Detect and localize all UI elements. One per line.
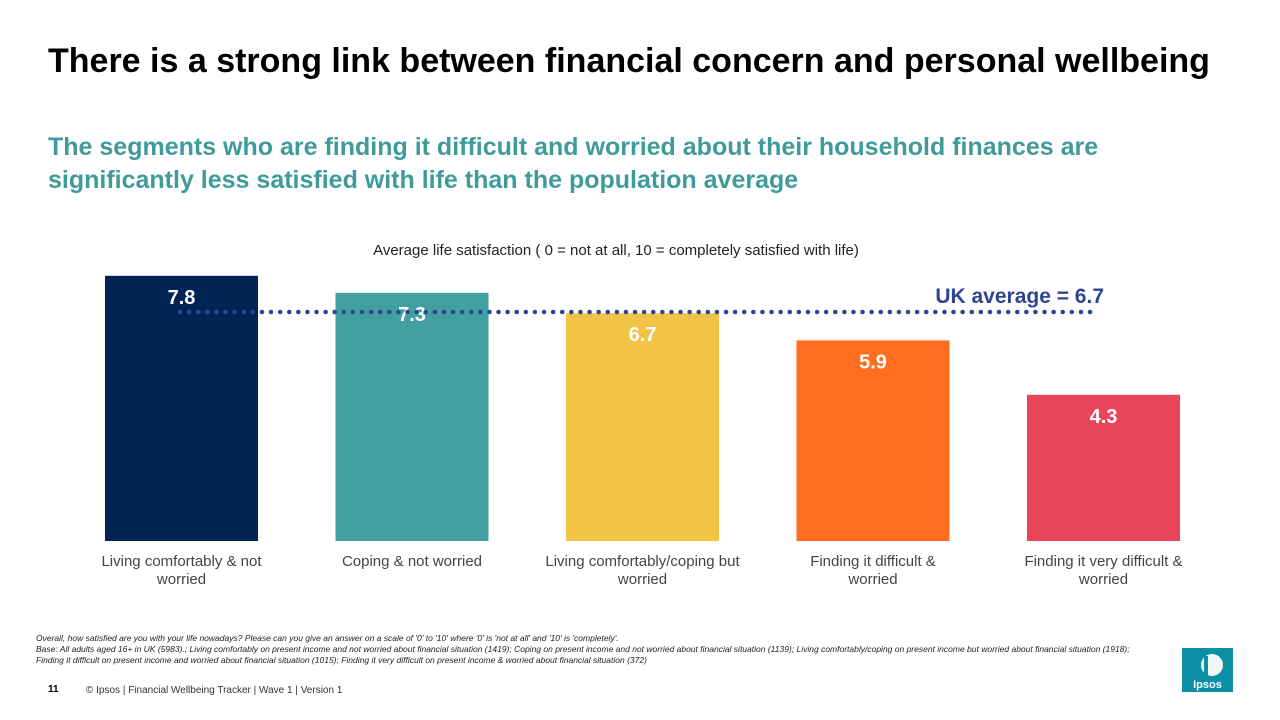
- chart-title: Average life satisfaction ( 0 = not at a…: [373, 242, 859, 259]
- x-tick-label-4: Finding it difficult & worried: [810, 553, 936, 588]
- data-label-2: 7.3: [398, 304, 426, 326]
- data-label-5: 4.3: [1090, 406, 1118, 428]
- bar-4: [796, 340, 950, 541]
- page-subtitle: The segments who are finding it difficul…: [48, 133, 1099, 194]
- page-number: 11: [48, 684, 59, 695]
- ipsos-logo-text: Ipsos: [1193, 679, 1222, 691]
- footnote-base: Base: All adults aged 16+ in UK (5983).;…: [36, 644, 1130, 665]
- bar-1: [105, 275, 258, 541]
- footer-text: © Ipsos | Financial Wellbeing Tracker | …: [86, 685, 343, 696]
- data-label-4: 5.9: [859, 351, 887, 373]
- bar-5: [1027, 394, 1180, 541]
- x-tick-label-1: Living comfortably & not worried: [101, 553, 262, 588]
- footnotes: Overall, how satisfied are you with your…: [36, 633, 1156, 666]
- x-tick-label-5: Finding it very difficult & worried: [1024, 553, 1182, 588]
- bar-chart: 7.8 Living comfortably & not worried 7.3 Cop…: [101, 275, 1183, 588]
- data-label-3: 6.7: [629, 324, 657, 346]
- bar-3: [566, 313, 719, 541]
- data-label-1: 7.8: [168, 287, 196, 309]
- ipsos-logo: Ipsos: [1182, 648, 1233, 692]
- bar-2: [335, 292, 489, 541]
- page-title: There is a strong link between financial…: [48, 42, 1210, 80]
- uk-average-label: UK average = 6.7: [935, 285, 1104, 308]
- ipsos-logo-mark: Ipsos: [1193, 654, 1223, 691]
- x-tick-label-2: Coping & not worried: [342, 553, 482, 570]
- footnote-question: Overall, how satisfied are you with your…: [36, 633, 619, 643]
- x-tick-label-3: Living comfortably/coping but worried: [545, 553, 740, 588]
